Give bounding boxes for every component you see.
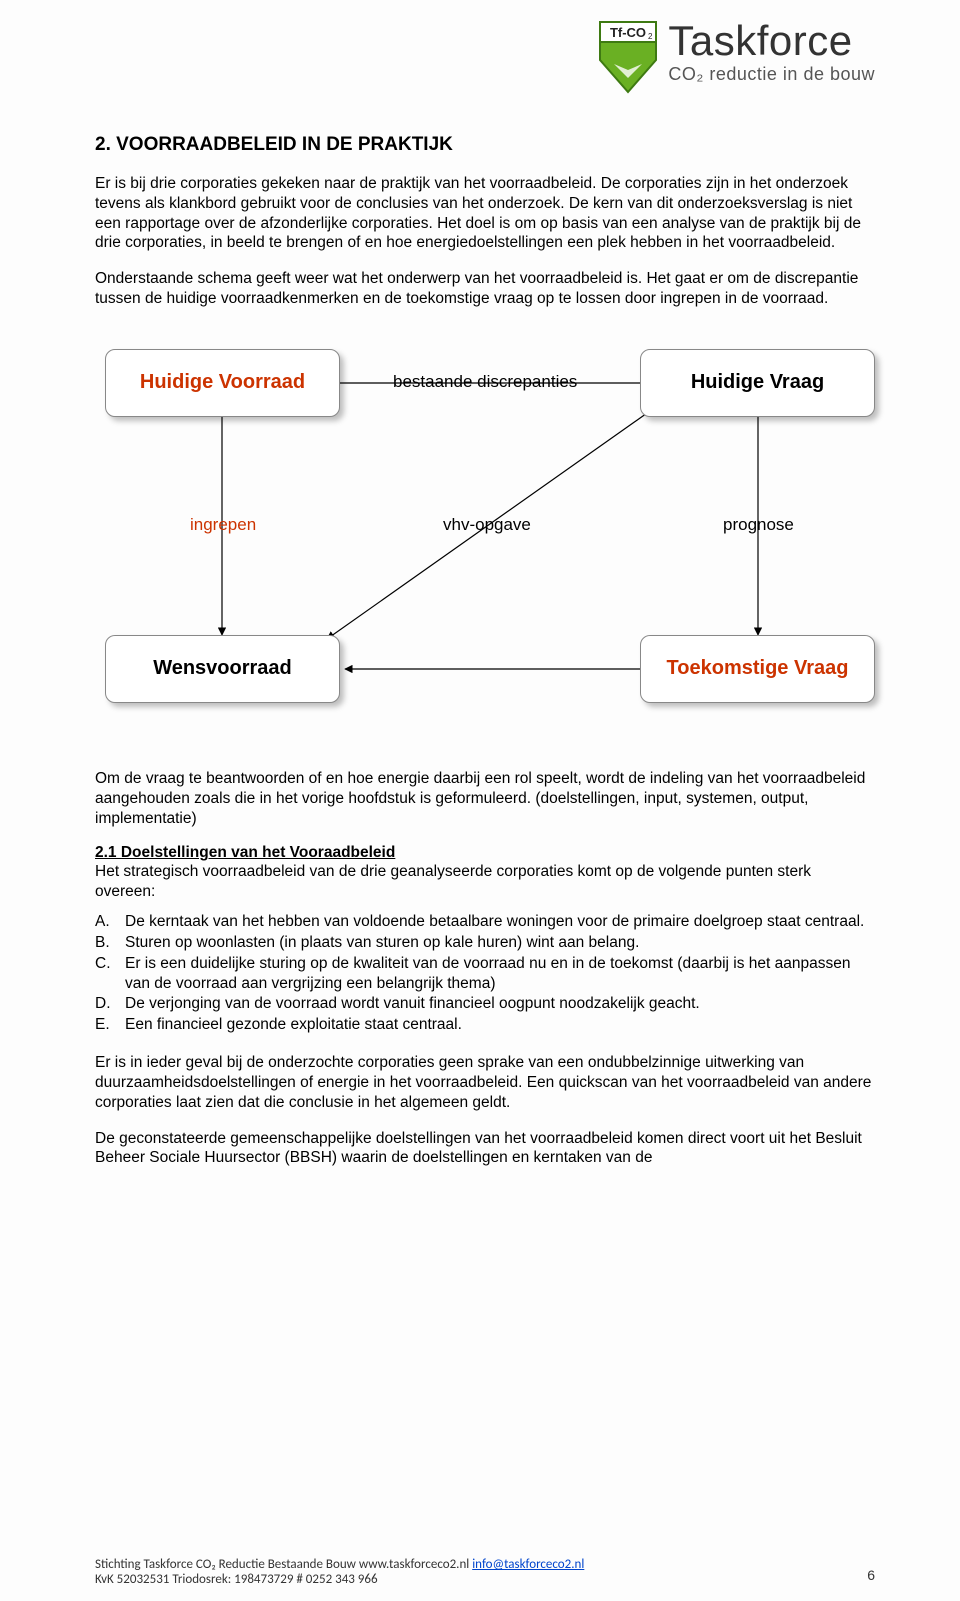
footer-line-2: KvK 52032531 Triodosrek: 198473729 # 025… [95,1572,875,1587]
node-huidige-vraag: Huidige Vraag [640,349,875,417]
svg-text:2: 2 [648,32,653,41]
logo-subtitle: CO₂ reductie in de bouw [668,64,875,85]
node-huidige-voorraad: Huidige Voorraad [105,349,340,417]
list-item: B.Sturen op woonlasten (in plaats van st… [95,933,875,953]
node-label: Toekomstige Vraag [667,657,849,680]
paragraph-6: De geconstateerde gemeenschappelijke doe… [95,1129,875,1169]
list-text: De kerntaak van het hebben van voldoende… [125,913,864,930]
shield-logo-icon: Tf-CO 2 [596,20,660,94]
paragraph-3: Om de vraag te beantwoorden of en hoe en… [95,769,875,828]
footer-email-link[interactable]: info@taskforceco2.nl [472,1557,584,1572]
list-text: Er is een duidelijke sturing op de kwali… [125,955,851,992]
node-label: Wensvoorraad [153,657,292,680]
logo-title: Taskforce [668,20,875,62]
page-number: 6 [867,1567,875,1583]
flow-diagram: Huidige Voorraad Huidige Vraag Wensvoorr… [95,339,875,719]
node-toekomstige-vraag: Toekomstige Vraag [640,635,875,703]
list-text: Een financieel gezonde exploitatie staat… [125,1016,462,1033]
subsection: 2.1 Doelstellingen van het Vooraadbeleid [95,844,875,862]
list-item: D.De verjonging van de voorraad wordt va… [95,994,875,1014]
label-vhv-opgave: vhv-opgave [443,515,531,535]
list-item: C.Er is een duidelijke sturing op de kwa… [95,954,875,994]
svg-text:Tf-CO: Tf-CO [610,25,646,40]
node-wensvoorraad: Wensvoorraad [105,635,340,703]
label-ingrepen: ingrepen [190,515,256,535]
footer-text: Stichting Taskforce CO₂ Reductie Bestaan… [95,1557,472,1572]
list-text: Sturen op woonlasten (in plaats van stur… [125,934,639,951]
paragraph-1: Er is bij drie corporaties gekeken naar … [95,174,875,253]
section-heading: 2. VOORRAADBELEID IN DE PRAKTIJK [95,134,875,156]
logo-row: Tf-CO 2 Taskforce CO₂ reductie in de bou… [95,20,875,94]
logo-text: Taskforce CO₂ reductie in de bouw [668,20,875,85]
list-text: De verjonging van de voorraad wordt vanu… [125,995,700,1012]
page-footer: Stichting Taskforce CO₂ Reductie Bestaan… [95,1557,875,1587]
list-item: A.De kerntaak van het hebben van voldoen… [95,912,875,932]
sub-heading: 2.1 Doelstellingen van het Vooraadbeleid [95,844,395,861]
node-label: Huidige Vraag [691,371,824,394]
paragraph-5: Er is in ieder geval bij de onderzochte … [95,1053,875,1112]
label-bestaande-discrepanties: bestaande discrepanties [393,372,577,392]
paragraph-4: Het strategisch voorraadbeleid van de dr… [95,862,875,902]
node-label: Huidige Voorraad [140,371,305,394]
lettered-list: A.De kerntaak van het hebben van voldoen… [95,912,875,1035]
label-prognose: prognose [723,515,794,535]
footer-line-1: Stichting Taskforce CO₂ Reductie Bestaan… [95,1557,875,1572]
list-item: E.Een financieel gezonde exploitatie sta… [95,1015,875,1035]
paragraph-2: Onderstaande schema geeft weer wat het o… [95,269,875,309]
